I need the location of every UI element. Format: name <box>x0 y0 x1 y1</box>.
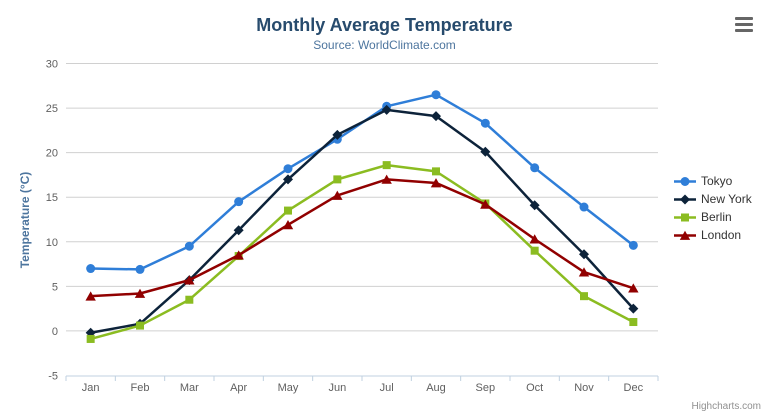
marker-berlin[interactable] <box>629 318 638 327</box>
marker-tokyo[interactable] <box>234 197 244 207</box>
marker-new-york[interactable] <box>283 174 293 185</box>
legend-marker-triangle-icon <box>674 230 696 240</box>
legend-marker-diamond-icon <box>674 194 696 204</box>
x-axis-label: Oct <box>526 382 543 394</box>
x-axis-label: Sep <box>476 382 496 394</box>
x-axis-label: Apr <box>230 382 247 394</box>
legend-symbol-berlin <box>681 213 689 221</box>
x-axis-label: Jan <box>82 382 100 394</box>
chart-title: Monthly Average Temperature <box>256 15 513 35</box>
marker-london[interactable] <box>233 250 244 260</box>
marker-berlin[interactable] <box>86 334 95 343</box>
marker-london[interactable] <box>578 267 590 277</box>
x-axis-label: May <box>278 382 299 394</box>
legend-item-london[interactable]: London <box>674 228 752 242</box>
series-line-tokyo[interactable] <box>89 93 635 271</box>
marker-tokyo[interactable] <box>628 240 638 250</box>
marker-berlin[interactable] <box>580 292 588 301</box>
legend-item-label: Berlin <box>701 210 732 224</box>
y-axis-label: 0 <box>52 326 58 338</box>
marker-tokyo[interactable] <box>283 164 293 174</box>
marker-tokyo[interactable] <box>135 264 145 274</box>
legend-item-label: London <box>701 228 742 242</box>
y-axis-label: 20 <box>46 148 58 160</box>
marker-london[interactable] <box>628 283 639 293</box>
marker-tokyo[interactable] <box>431 90 441 100</box>
series-line-london[interactable] <box>89 178 635 298</box>
legend-item-tokyo[interactable]: Tokyo <box>674 174 752 188</box>
legend-marker-circle-icon <box>674 176 696 186</box>
legend-marker-square-icon <box>674 213 696 221</box>
marker-london[interactable] <box>282 220 294 230</box>
marker-new-york[interactable] <box>529 200 540 211</box>
y-axis-label: 5 <box>52 281 58 293</box>
marker-london[interactable] <box>480 199 491 209</box>
marker-london[interactable] <box>430 178 442 188</box>
marker-berlin[interactable] <box>432 167 440 176</box>
marker-new-york[interactable] <box>579 249 589 260</box>
hamburger-icon <box>735 29 753 32</box>
marker-new-york[interactable] <box>233 225 244 236</box>
hamburger-icon <box>735 23 753 26</box>
x-axis-label: Jun <box>328 382 346 394</box>
marker-new-york[interactable] <box>332 129 343 140</box>
y-axis-label: 30 <box>46 59 58 71</box>
marker-london[interactable] <box>134 288 146 298</box>
legend: Tokyo New York Berlin London <box>674 174 752 242</box>
chart-subtitle: Source: WorldClimate.com <box>313 38 456 52</box>
legend-item-berlin[interactable]: Berlin <box>674 210 752 224</box>
marker-london[interactable] <box>529 234 540 244</box>
credits-link[interactable]: Highcharts.com <box>691 401 761 412</box>
legend-item-new-york[interactable]: New York <box>674 192 752 206</box>
legend-symbol-london <box>679 230 691 240</box>
marker-tokyo[interactable] <box>86 264 96 274</box>
x-axis-label: Jul <box>380 382 394 394</box>
hamburger-icon <box>735 17 753 20</box>
marker-tokyo[interactable] <box>579 202 589 212</box>
marker-berlin[interactable] <box>136 321 144 330</box>
marker-tokyo[interactable] <box>480 118 490 128</box>
series-line-new-york[interactable] <box>89 108 635 334</box>
x-axis-label: Feb <box>131 382 150 394</box>
legend-item-label: Tokyo <box>701 174 733 188</box>
y-axis-label: 15 <box>46 192 58 204</box>
marker-berlin[interactable] <box>333 175 342 184</box>
y-axis-label: -5 <box>48 371 58 383</box>
legend-item-label: New York <box>701 192 752 206</box>
x-axis-label: Aug <box>426 382 446 394</box>
x-axis-label: Nov <box>574 382 594 394</box>
marker-london[interactable] <box>381 174 392 184</box>
marker-berlin[interactable] <box>382 161 391 170</box>
marker-new-york[interactable] <box>480 146 491 157</box>
y-axis-label: 10 <box>46 237 58 249</box>
x-axis-label: Dec <box>624 382 644 394</box>
marker-new-york[interactable] <box>628 303 639 314</box>
marker-london[interactable] <box>85 291 96 301</box>
marker-london[interactable] <box>332 190 343 200</box>
legend-symbol-tokyo <box>680 176 690 186</box>
marker-new-york[interactable] <box>431 111 441 122</box>
series-line-berlin[interactable] <box>89 163 635 341</box>
marker-tokyo[interactable] <box>530 163 540 173</box>
legend-symbol-new-york <box>680 194 690 204</box>
marker-new-york[interactable] <box>381 104 392 115</box>
marker-berlin[interactable] <box>185 295 194 304</box>
x-axis-label: Mar <box>180 382 199 394</box>
marker-berlin[interactable] <box>284 206 292 215</box>
chart-context-menu-button[interactable] <box>735 17 753 32</box>
marker-tokyo[interactable] <box>184 241 194 251</box>
y-axis-label: 25 <box>46 103 58 115</box>
marker-london[interactable] <box>184 275 195 285</box>
marker-berlin[interactable] <box>530 246 539 255</box>
